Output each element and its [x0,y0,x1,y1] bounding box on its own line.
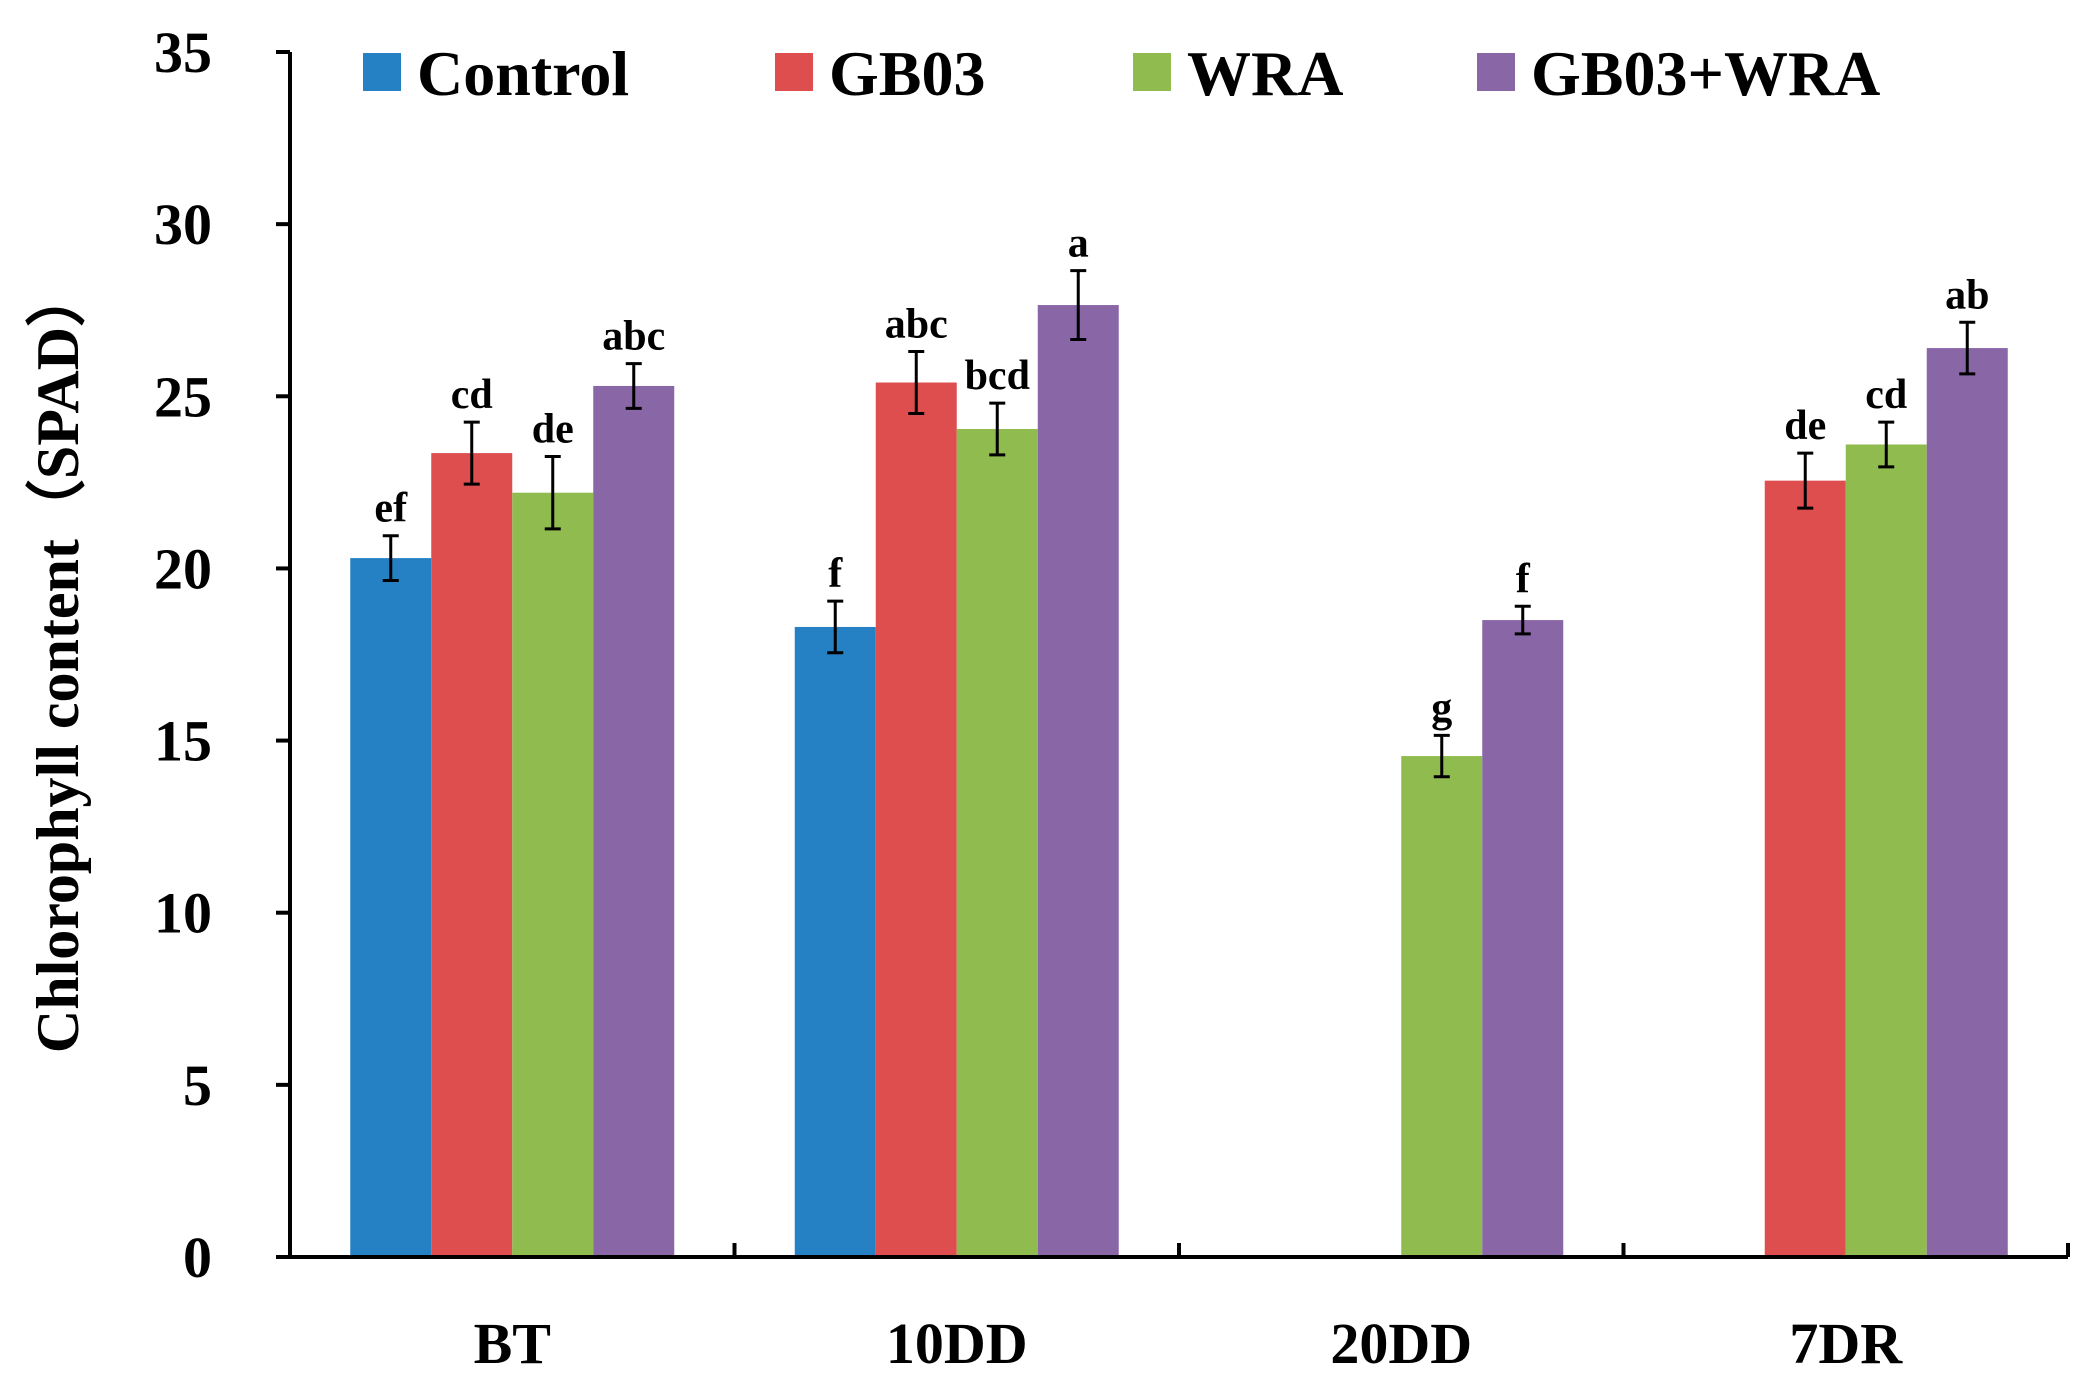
x-tick-label-20dd: 20DD [1330,1311,1472,1376]
significance-label: cd [451,372,493,418]
x-tick-label-10dd: 10DD [886,1311,1028,1376]
significance-label: ef [374,486,408,532]
legend: Control GB03 WRA GB03+WRA [363,38,1880,109]
legend-swatch-gb03-wra [1477,53,1515,91]
bar-gb03-wra-bt [593,385,675,1257]
significance-label: de [1784,403,1826,449]
bar-gb03-wra-7dr [1926,348,2008,1258]
bar-gb03-wra-20dd [1482,620,1564,1257]
legend-label-gb03-wra: GB03+WRA [1531,38,1880,109]
y-tick-label: 30 [154,192,212,257]
x-tick-label-7dr: 7DR [1789,1311,1903,1376]
bar-wra-7dr [1845,444,1927,1257]
bar-gb03-10dd [875,382,957,1257]
y-tick-label: 35 [154,20,212,85]
legend-swatch-gb03 [775,53,813,91]
y-tick-label: 10 [154,881,212,946]
bar-wra-bt [512,492,594,1258]
bar-gb03-bt [431,453,513,1257]
significance-label: abc [885,302,948,348]
significance-label: a [1068,221,1089,267]
bar-wra-20dd [1401,756,1483,1257]
bar-gb03-wra-10dd [1037,305,1119,1257]
bar-control-10dd [794,626,876,1257]
significance-label: de [532,407,574,453]
plot-area: ef f cd abc de de bcd g cd abc a f ab 0 5 10 15 20 25 30 35 B… [154,20,2070,1376]
significance-label: cd [1865,372,1907,418]
y-axis-title: Chlorophyll content（SPAD） [24,267,91,1053]
significance-label: bcd [965,353,1030,399]
x-tick-label-bt: BT [474,1311,551,1376]
y-tick-label: 0 [183,1225,212,1290]
significance-label: abc [602,314,665,360]
y-tick-label: 15 [154,709,212,774]
legend-swatch-control [363,53,401,91]
significance-label: f [828,551,843,597]
y-tick-label: 25 [154,364,212,429]
significance-label: ab [1945,272,1989,318]
legend-label-control: Control [417,38,629,109]
legend-label-wra: WRA [1187,38,1343,109]
bar-control-bt [350,558,432,1257]
legend-swatch-wra [1133,53,1171,91]
y-axis-title-group: Chlorophyll content（SPAD） [24,267,91,1053]
bar-wra-10dd [956,428,1038,1257]
significance-label: g [1431,685,1452,731]
y-tick-label: 5 [183,1053,212,1118]
bar-gb03-7dr [1764,480,1846,1257]
y-tick-label: 20 [154,536,212,601]
significance-label: f [1516,556,1531,602]
legend-label-gb03: GB03 [829,38,985,109]
